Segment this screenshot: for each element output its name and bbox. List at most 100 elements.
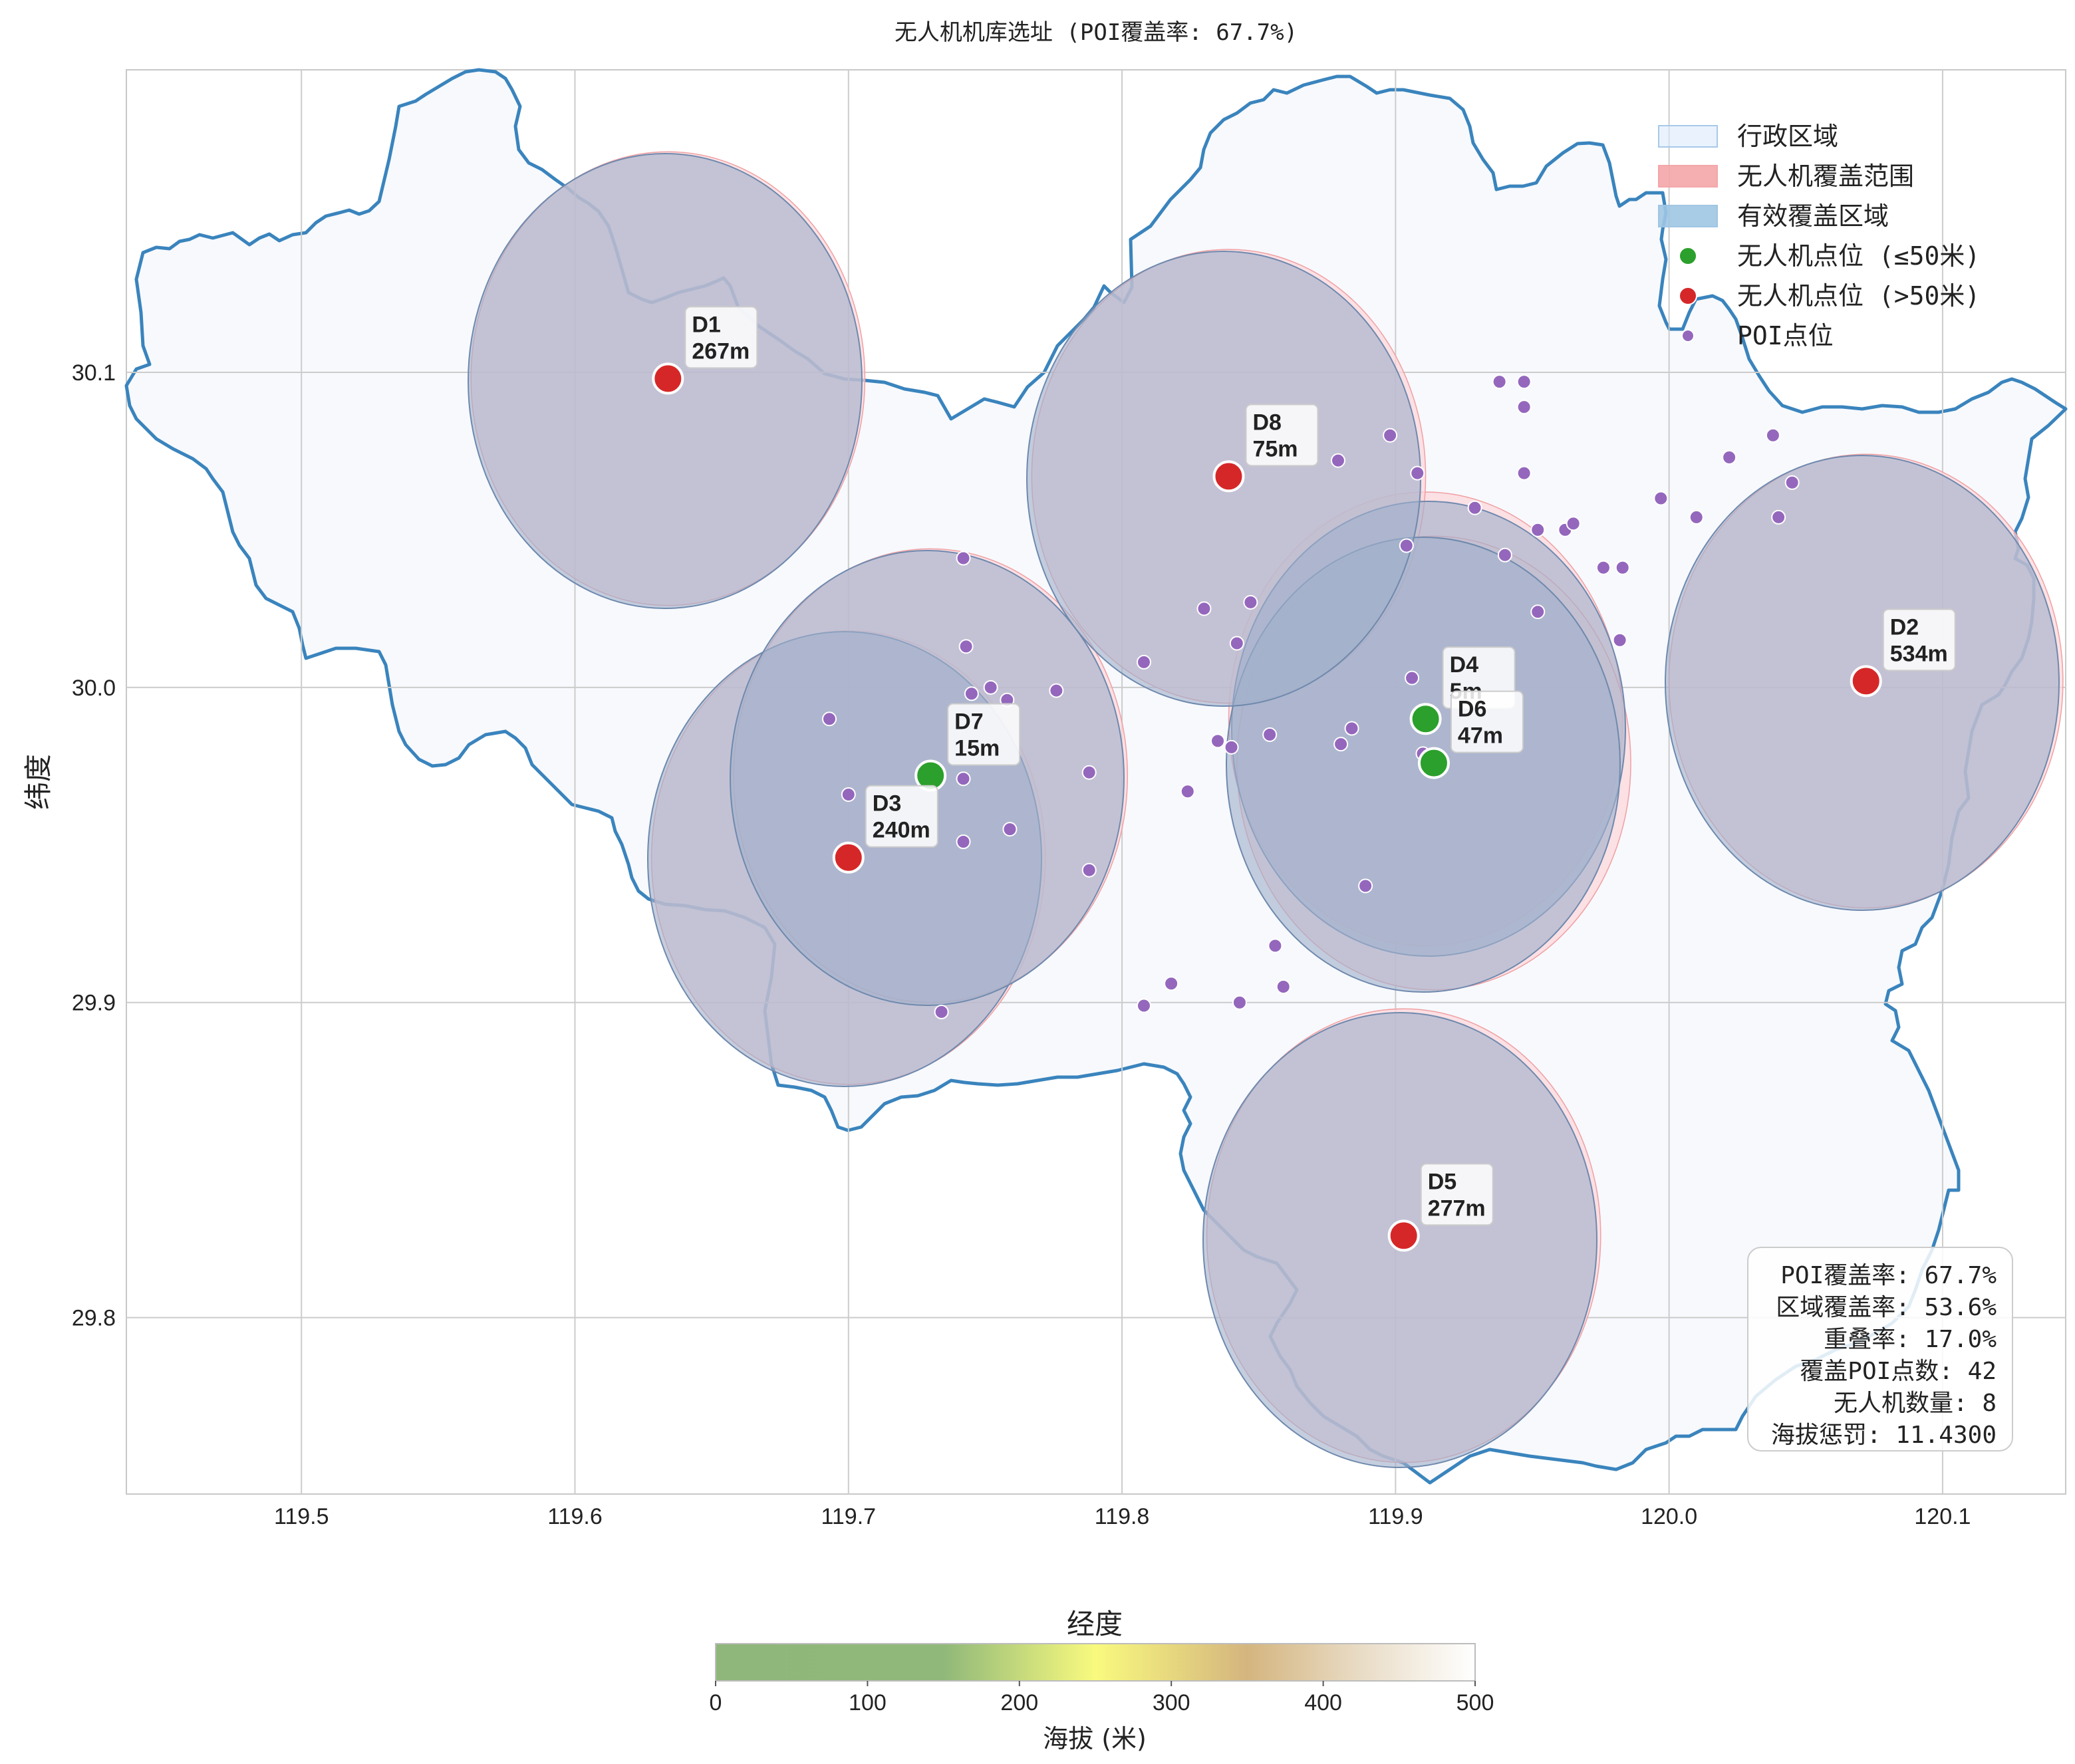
colorbar-tick-label-0: 0	[710, 1690, 722, 1715]
poi-point-25	[1196, 601, 1212, 616]
y-tick-label-0: 29.8	[72, 1306, 116, 1331]
poi-point-48	[1180, 784, 1195, 799]
x-tick-label-5: 120.0	[1641, 1504, 1697, 1529]
legend-marker-4	[1679, 287, 1697, 305]
stats-line-4: 无人机数量: 8	[1834, 1390, 1997, 1417]
drone-label-box	[1420, 1163, 1494, 1226]
y-tick-label-1: 29.9	[72, 991, 116, 1016]
poi-point-28	[1049, 683, 1064, 698]
poi-point-30	[958, 639, 974, 654]
poi-point-34	[821, 711, 837, 727]
x-tick-label-0: 119.5	[274, 1504, 329, 1529]
poi-point-2	[1516, 400, 1532, 415]
colorbar-tick-label-2: 200	[1000, 1690, 1038, 1715]
y-tick-labels: 29.8 29.9 30.0 30.1	[72, 360, 116, 1331]
drone-elevation-text: 267m	[692, 338, 750, 364]
poi-point-29	[956, 551, 971, 566]
drone-id-text: D4	[1450, 652, 1479, 678]
colorbar-tick-label-4: 400	[1304, 1690, 1342, 1715]
drone-point-d1	[652, 362, 684, 395]
poi-point-4	[1330, 453, 1345, 468]
y-tick-label-3: 30.1	[72, 360, 116, 386]
drone-label-box	[947, 703, 1021, 766]
drone-point-d6	[1417, 747, 1450, 779]
legend-label-0: 行政区域	[1737, 122, 1838, 151]
poi-point-43	[1262, 727, 1278, 742]
legend-label-3: 无人机点位 (≤50米)	[1737, 241, 1980, 271]
drone-elevation-text: 534m	[1890, 641, 1948, 666]
poi-point-54	[934, 1004, 949, 1019]
poi-point-23	[1405, 670, 1420, 686]
poi-point-15	[1653, 491, 1669, 506]
poi-point-9	[1497, 547, 1512, 563]
poi-point-36	[1081, 765, 1097, 780]
stats-box-frame	[1747, 1247, 2013, 1451]
x-tick-label-1: 119.6	[547, 1504, 603, 1529]
stats-line-0: POI覆盖率: 67.7%	[1780, 1262, 1997, 1289]
x-tick-label-3: 119.8	[1095, 1504, 1150, 1529]
poi-points	[821, 374, 1800, 1019]
x-tick-label-4: 119.9	[1368, 1504, 1423, 1529]
poi-point-44	[1333, 737, 1349, 752]
drone-point-d2	[1850, 665, 1882, 697]
poi-point-7	[1467, 500, 1482, 515]
drone-elevation-text: 15m	[954, 736, 1000, 761]
drone-id-text: D1	[692, 312, 720, 337]
legend-label-1: 无人机覆盖范围	[1737, 162, 1914, 191]
poi-point-17	[1722, 449, 1737, 465]
poi-point-38	[1002, 822, 1018, 837]
colorbar-tick-label-5: 500	[1456, 1690, 1494, 1715]
poi-point-35	[956, 771, 971, 787]
drone-point-d3	[832, 841, 865, 874]
poi-point-3	[1383, 428, 1398, 443]
poi-point-31	[964, 686, 979, 701]
poi-point-1	[1516, 374, 1532, 390]
poi-point-50	[1164, 976, 1179, 991]
y-axis-label: 纬度	[22, 754, 55, 810]
drone-label-box	[1245, 404, 1319, 467]
drone-points	[652, 362, 1882, 1252]
poi-point-10	[1530, 522, 1546, 537]
legend-swatch-1	[1658, 165, 1718, 188]
legend-marker-5	[1681, 329, 1695, 342]
drone-elevation-text: 75m	[1252, 436, 1298, 461]
drone-id-text: D6	[1458, 697, 1486, 722]
poi-point-45	[1344, 721, 1359, 736]
poi-point-14	[1615, 560, 1630, 575]
drone-label-box	[865, 785, 938, 848]
colorbar-label: 海拔 (米)	[1043, 1724, 1147, 1753]
poi-point-37	[841, 787, 856, 802]
legend-label-5: POI点位	[1737, 321, 1834, 350]
y-tick-label-2: 30.0	[72, 676, 116, 701]
legend-swatch-0	[1658, 125, 1718, 148]
poi-point-6	[1516, 465, 1532, 481]
colorbar-tick-label-3: 300	[1153, 1690, 1190, 1715]
drone-id-text: D2	[1890, 614, 1919, 640]
drone-point-d8	[1212, 460, 1245, 493]
poi-point-41	[1210, 733, 1226, 749]
drone-point-d5	[1387, 1219, 1420, 1252]
x-tick-labels: 119.5 119.6 119.7 119.8 119.9 120.0 120.1	[274, 1504, 1971, 1529]
colorbar-tick-label-1: 100	[849, 1690, 887, 1715]
legend-swatch-2	[1658, 205, 1718, 227]
drone-label-box	[684, 306, 758, 369]
poi-point-18	[1765, 428, 1780, 443]
poi-point-26	[1229, 636, 1244, 651]
poi-point-24	[1243, 594, 1258, 610]
poi-point-39	[956, 834, 971, 850]
legend-marker-3	[1679, 247, 1697, 265]
poi-point-52	[1232, 995, 1247, 1010]
poi-point-20	[1771, 509, 1786, 525]
colorbar-title: 经度	[1067, 1608, 1123, 1640]
elevation-colorbar: 经度 0 100 200 300 400 500 海拔 (米)	[710, 1608, 1494, 1753]
poi-point-53	[1276, 979, 1291, 995]
poi-point-8	[1399, 538, 1414, 553]
